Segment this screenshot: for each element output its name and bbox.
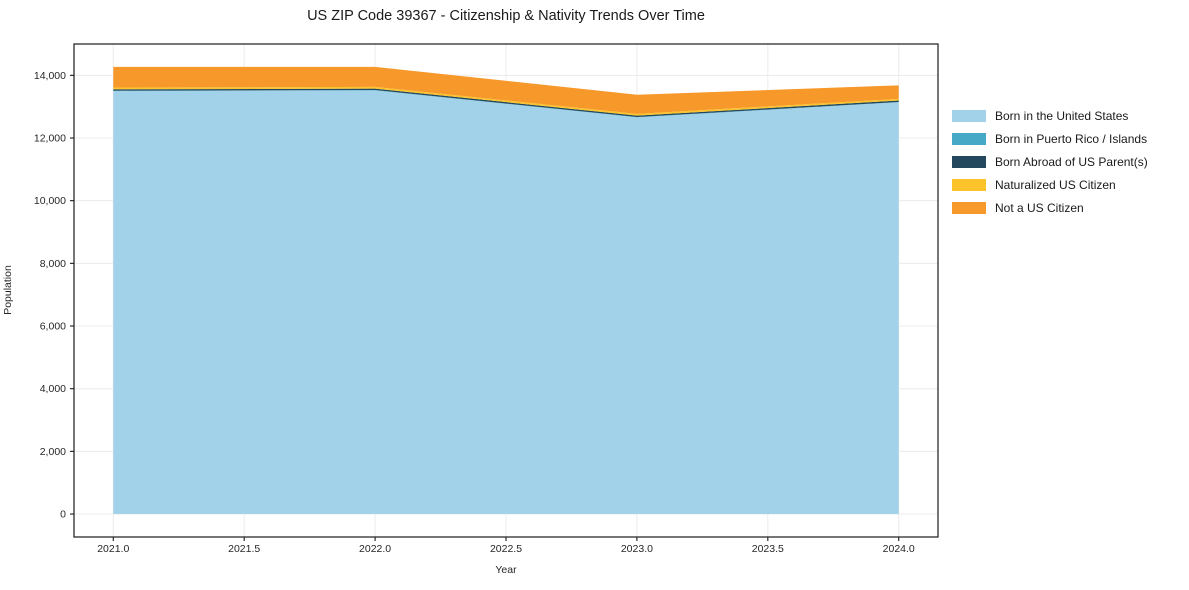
legend-swatch-born-in-us: [952, 109, 986, 122]
legend-item-not-citizen: Not a US Citizen: [952, 196, 1148, 219]
y-tick-label: 12,000: [34, 133, 66, 145]
chart-title: US ZIP Code 39367 - Citizenship & Nativi…: [307, 8, 705, 24]
y-tick-label: 2,000: [40, 446, 66, 458]
legend-item-born-abroad: Born Abroad of US Parent(s): [952, 150, 1148, 173]
y-tick-label: 4,000: [40, 383, 66, 395]
area-puerto-rico: [113, 90, 899, 118]
y-tick-label: 8,000: [40, 258, 66, 270]
x-axis-label: Year: [495, 564, 517, 576]
legend-swatch-naturalized: [952, 178, 986, 191]
area-not-citizen: [113, 66, 899, 114]
x-tick-label: 2023.0: [621, 543, 653, 555]
y-tick-label: 0: [60, 509, 66, 521]
legend-swatch-born-abroad: [952, 155, 986, 168]
y-axis-label: Population: [2, 265, 14, 315]
legend-label-born-in-us: Born in the United States: [995, 108, 1129, 123]
legend-item-born-in-us: Born in the United States: [952, 104, 1148, 127]
legend-swatch-puerto-rico: [952, 132, 986, 145]
y-tick-label: 6,000: [40, 321, 66, 333]
legend-label-born-abroad: Born Abroad of US Parent(s): [995, 154, 1148, 169]
y-tick-label: 14,000: [34, 70, 66, 82]
legend-swatch-not-citizen: [952, 201, 986, 214]
area-naturalized: [113, 86, 899, 116]
x-tick-label: 2024.0: [883, 543, 915, 555]
x-tick-label: 2022.5: [490, 543, 522, 555]
legend-label-not-citizen: Not a US Citizen: [995, 200, 1084, 215]
x-tick-label: 2021.5: [228, 543, 260, 555]
legend-item-puerto-rico: Born in Puerto Rico / Islands: [952, 127, 1148, 150]
x-tick-label: 2023.5: [752, 543, 784, 555]
y-tick-label: 10,000: [34, 195, 66, 207]
area-born-abroad: [113, 88, 899, 118]
area-born-in-us: [113, 90, 899, 515]
x-tick-label: 2022.0: [359, 543, 391, 555]
legend-label-puerto-rico: Born in Puerto Rico / Islands: [995, 131, 1148, 146]
legend-label-naturalized: Naturalized US Citizen: [995, 177, 1116, 192]
legend: Born in the United States Born in Puerto…: [952, 104, 1148, 219]
x-tick-label: 2021.0: [97, 543, 129, 555]
legend-item-naturalized: Naturalized US Citizen: [952, 173, 1148, 196]
